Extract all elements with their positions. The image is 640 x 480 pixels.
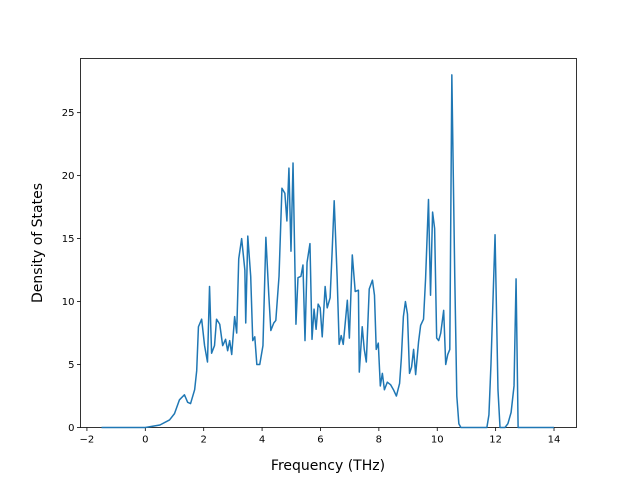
x-tick-label: −2 — [80, 435, 95, 446]
x-tick-label: 12 — [489, 435, 502, 446]
x-tick-label: 8 — [376, 435, 382, 446]
y-tick-label: 5 — [68, 360, 74, 371]
x-tick-label: 10 — [431, 435, 444, 446]
y-tick-label: 10 — [62, 297, 75, 308]
y-tick-label: 0 — [68, 423, 74, 434]
x-tick-label: 4 — [259, 435, 265, 446]
x-tick-label: 0 — [142, 435, 148, 446]
y-tick-label: 15 — [62, 234, 75, 245]
y-tick-label: 20 — [62, 171, 75, 182]
plot-frame — [80, 58, 577, 428]
x-axis-label: Frequency (THz) — [271, 458, 385, 474]
x-tick-label: 14 — [548, 435, 561, 446]
y-tick-label: 25 — [62, 108, 75, 119]
y-axis-label: Density of States — [30, 183, 46, 303]
data-line — [101, 74, 555, 429]
x-tick-label: 2 — [201, 435, 207, 446]
x-tick-label: 6 — [317, 435, 323, 446]
